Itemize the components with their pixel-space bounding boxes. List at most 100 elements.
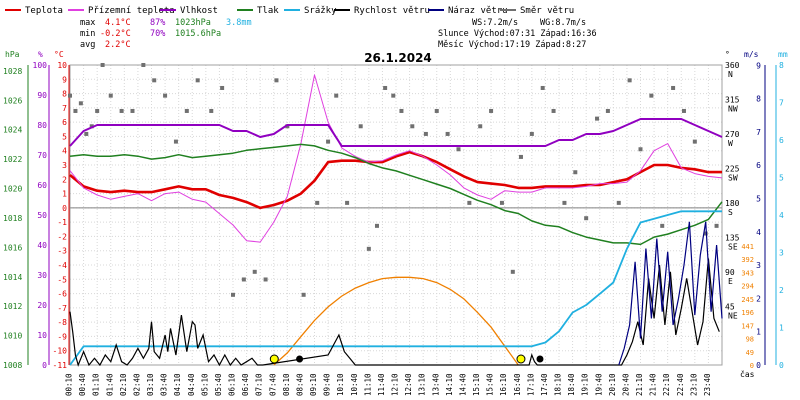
time-tick: 16:10	[499, 373, 508, 396]
time-tick: 10:10	[336, 373, 345, 396]
stats-avg-temp: 2.2°C	[105, 40, 131, 50]
time-tick: 14:10	[445, 373, 454, 396]
ms-tick: 9	[756, 61, 761, 70]
time-tick: 15:40	[486, 373, 495, 396]
time-tick: 09:40	[323, 373, 332, 396]
series-line	[69, 74, 723, 243]
time-tick: 13:10	[418, 373, 427, 396]
legend-label: Srážky	[304, 6, 337, 16]
solar-tick: 294	[741, 283, 754, 291]
time-tick: 22:10	[662, 373, 671, 396]
wind-dir-point	[209, 108, 214, 113]
stats-max-label: max	[80, 18, 95, 28]
series-line	[69, 143, 723, 246]
wind-dir-point	[184, 108, 189, 113]
wind-dir-point	[334, 93, 339, 98]
hpa-tick: 1014	[3, 273, 22, 282]
hpa-tick: 1016	[3, 243, 22, 252]
wind-dir-point	[445, 131, 450, 136]
c-tick: 1	[62, 190, 67, 199]
mm-unit: mm	[778, 50, 788, 59]
wind-dir-point	[595, 116, 600, 121]
mm-tick: 2	[779, 286, 784, 295]
wind-dir-point	[241, 277, 246, 282]
wind-dir-point	[130, 108, 135, 113]
time-tick: 21:10	[635, 373, 644, 396]
time-tick: 07:40	[268, 373, 277, 396]
wind-dir-point	[638, 147, 643, 152]
wind-dir-point	[220, 85, 225, 90]
wind-dir-point	[649, 93, 654, 98]
time-tick: 06:10	[228, 373, 237, 396]
legend: Teplota Přízemní teplota Vlhkost Tlak Srážky…	[5, 6, 574, 16]
wind-dir-point	[562, 200, 567, 205]
wind-dir-point	[95, 108, 100, 113]
wind-dir-point	[263, 277, 268, 282]
wind-dir-point	[510, 269, 515, 274]
stats-avg-label: avg	[80, 40, 95, 50]
stats-max-hum: 87%	[150, 18, 165, 28]
stats-min-press: 1015.6hPa	[175, 29, 221, 39]
wind-dir-point	[627, 78, 632, 83]
deg-tick: 225	[725, 164, 740, 173]
time-tick: 07:10	[255, 373, 264, 396]
pct-tick: 90	[37, 91, 47, 100]
wind-dir-point	[399, 108, 404, 113]
time-tick: 19:10	[581, 373, 590, 396]
legend-label: Vlhkost	[180, 6, 218, 16]
mm-tick: 8	[779, 61, 784, 70]
stats-wg: WG:8.7m/s	[540, 18, 586, 28]
wind-dir-point	[540, 85, 545, 90]
plot-area	[68, 63, 723, 367]
c-tick: -1	[57, 218, 67, 227]
wind-dir-point	[518, 154, 523, 159]
time-tick: 05:40	[214, 373, 223, 396]
stats-max-rain: 3.8mm	[226, 18, 252, 28]
time-tick: 20:40	[621, 373, 630, 396]
solar-tick: 0	[750, 362, 754, 370]
wind-dir-point	[119, 108, 124, 113]
time-tick: 12:10	[391, 373, 400, 396]
stats-min-temp: -0.2°C	[100, 29, 131, 39]
wind-dir-point	[315, 200, 320, 205]
wind-dir-point	[108, 93, 113, 98]
ms-tick: 3	[756, 261, 761, 270]
c-tick: -9	[57, 332, 67, 341]
ms-tick: 7	[756, 128, 761, 137]
solar-tick: 392	[741, 256, 754, 264]
time-tick: 02:10	[119, 373, 128, 396]
wind-dir-point	[163, 93, 168, 98]
wind-dir-point	[301, 292, 306, 297]
time-tick: 02:40	[132, 373, 141, 396]
solar-tick: 147	[741, 322, 754, 330]
wind-dir-point	[660, 223, 665, 228]
solar-tick: 441	[741, 243, 754, 251]
time-tick: 08:10	[282, 373, 291, 396]
stats-min-label: min	[80, 29, 95, 39]
mm-tick: 7	[779, 99, 784, 108]
c-tick: 2	[62, 175, 67, 184]
time-tick: 06:40	[241, 373, 250, 396]
pct-tick: 70	[37, 151, 47, 160]
c-tick: -11	[53, 361, 68, 370]
wind-dir-point	[410, 124, 415, 129]
stats-max-temp: 4.1°C	[105, 18, 131, 28]
time-tick: 17:10	[526, 373, 535, 396]
pct-unit: %	[38, 50, 43, 59]
c-tick: 3	[62, 161, 67, 170]
dir-tick: S	[728, 208, 733, 217]
moon-marker	[536, 355, 544, 363]
ms-tick: 2	[756, 294, 761, 303]
time-tick: 10:40	[350, 373, 359, 396]
c-unit: °C	[54, 50, 64, 59]
wind-dir-point	[692, 139, 697, 144]
time-tick: 17:40	[540, 373, 549, 396]
hpa-tick: 1010	[3, 332, 22, 341]
wind-dir-point	[73, 108, 78, 113]
time-tick: 03:10	[146, 373, 155, 396]
c-tick: 9	[62, 75, 67, 84]
wind-dir-point	[489, 108, 494, 113]
solar-tick: 49	[746, 349, 754, 357]
time-tick: 00:10	[65, 373, 74, 396]
